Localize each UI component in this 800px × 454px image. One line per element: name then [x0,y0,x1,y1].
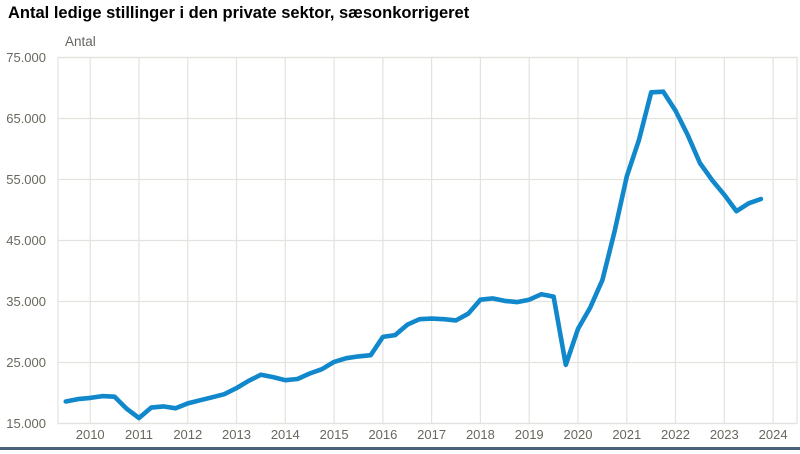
y-tick-label: 15.000 [6,416,46,431]
x-tick-label: 2016 [368,427,397,442]
x-tick-label: 2012 [173,427,202,442]
footer-rule [0,447,800,450]
x-tick-label: 2010 [76,427,105,442]
x-tick-label: 2017 [417,427,446,442]
x-tick-label: 2022 [661,427,690,442]
y-tick-label: 65.000 [6,111,46,126]
x-tick-label: 2015 [320,427,349,442]
y-axis-unit-label: Antal [65,34,96,49]
y-tick-label: 25.000 [6,355,46,370]
y-tick-label: 45.000 [6,233,46,248]
x-tick-label: 2019 [515,427,544,442]
x-tick-label: 2024 [759,427,788,442]
x-tick-label: 2011 [125,427,153,442]
plot-border [57,56,798,425]
x-tick-label: 2023 [710,427,739,442]
x-tick-label: 2020 [564,427,593,442]
x-tick-label: 2014 [271,427,300,442]
y-tick-label: 35.000 [6,294,46,309]
y-tick-label: 75.000 [6,50,46,65]
x-tick-label: 2013 [222,427,251,442]
y-tick-label: 55.000 [6,172,46,187]
page-title: Antal ledige stillinger i den private se… [8,4,470,22]
x-tick-label: 2018 [466,427,495,442]
x-tick-label: 2021 [612,427,641,442]
data-line-vacancies [63,89,764,421]
